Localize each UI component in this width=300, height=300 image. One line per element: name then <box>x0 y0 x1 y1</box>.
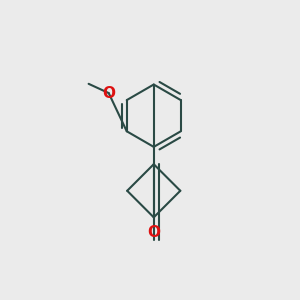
Text: O: O <box>147 225 160 240</box>
Text: O: O <box>102 85 115 100</box>
